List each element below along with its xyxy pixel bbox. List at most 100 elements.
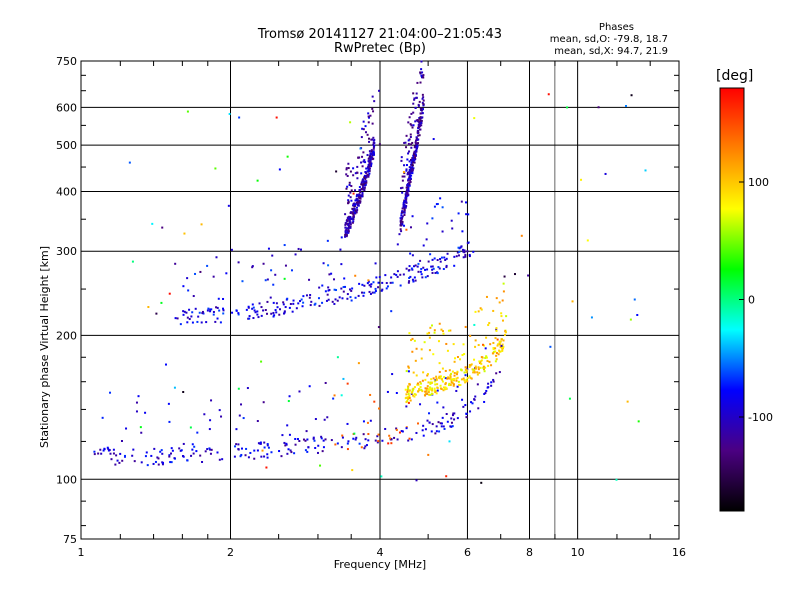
echo-point — [312, 437, 315, 440]
echo-point — [405, 267, 408, 270]
echo-point — [484, 347, 487, 350]
echo-point — [435, 425, 438, 428]
echo-point — [427, 260, 430, 263]
echo-point — [420, 119, 423, 122]
echo-point — [368, 167, 371, 170]
echo-point — [424, 428, 427, 431]
echo-point — [347, 199, 350, 202]
echo-point — [359, 191, 362, 194]
echo-point — [365, 444, 368, 447]
echo-point — [251, 307, 254, 310]
noise-point — [624, 104, 627, 107]
echo-point — [411, 170, 414, 173]
echo-point — [473, 358, 476, 361]
echo-point — [364, 125, 367, 128]
echo-point — [426, 419, 429, 422]
echo-point — [446, 349, 449, 352]
echo-point — [359, 197, 362, 200]
echo-point — [182, 310, 185, 313]
echo-point — [161, 463, 164, 466]
echo-point — [354, 199, 357, 202]
echo-point — [290, 269, 293, 272]
echo-point — [368, 162, 371, 165]
noise-point — [359, 147, 362, 150]
echo-point — [367, 115, 370, 118]
echo-point — [365, 175, 368, 178]
echo-point — [474, 395, 477, 398]
noise-point — [432, 138, 435, 141]
noise-point — [351, 469, 354, 472]
echo-point — [401, 211, 404, 214]
echo-point — [345, 168, 348, 171]
noise-point — [139, 426, 142, 429]
echo-point — [465, 371, 468, 374]
echo-point — [472, 371, 475, 374]
echo-point — [327, 298, 330, 301]
noise-point — [473, 117, 476, 120]
echo-point — [135, 401, 138, 404]
echo-point — [123, 454, 126, 457]
echo-point — [362, 151, 365, 154]
echo-point — [444, 377, 447, 380]
echo-point — [294, 443, 297, 446]
echo-point — [341, 297, 344, 300]
echo-point — [154, 460, 157, 463]
noise-point — [448, 440, 451, 443]
echo-point — [276, 306, 279, 309]
echo-point — [495, 358, 498, 361]
echo-point — [411, 254, 414, 257]
echo-point — [314, 418, 317, 421]
echo-point — [418, 134, 421, 137]
echo-point — [346, 222, 349, 225]
echo-point — [431, 217, 434, 220]
echo-point — [369, 157, 372, 160]
echo-point — [254, 311, 257, 314]
echo-point — [334, 443, 337, 446]
echo-point — [186, 277, 189, 280]
echo-point — [407, 366, 410, 369]
echo-point — [260, 314, 263, 317]
echo-point — [352, 437, 355, 440]
echo-point — [287, 448, 290, 451]
noise-point — [480, 481, 483, 484]
echo-point — [409, 399, 412, 402]
echo-point — [358, 197, 361, 200]
echo-point — [112, 452, 115, 455]
echo-point — [453, 412, 456, 415]
echo-point — [278, 308, 281, 311]
noise-point — [390, 310, 393, 313]
echo-point — [367, 160, 370, 163]
echo-point — [362, 294, 365, 297]
echo-point — [295, 307, 298, 310]
echo-point — [351, 217, 354, 220]
echo-point — [476, 373, 479, 376]
echo-point — [441, 416, 444, 419]
echo-point — [477, 366, 480, 369]
echo-point — [396, 275, 399, 278]
echo-point — [333, 394, 336, 397]
echo-point — [370, 138, 373, 141]
echo-point — [358, 193, 361, 196]
noise-point — [228, 112, 231, 115]
echo-point — [498, 343, 501, 346]
echo-point — [413, 265, 416, 268]
echo-point — [408, 396, 411, 399]
echo-point — [411, 268, 414, 271]
echo-point — [256, 313, 259, 316]
noise-point — [287, 400, 290, 403]
echo-point — [120, 440, 123, 443]
echo-point — [457, 380, 460, 383]
echo-point — [378, 276, 381, 279]
echo-point — [426, 275, 429, 278]
echo-point — [351, 287, 354, 290]
echo-point — [458, 250, 461, 253]
echo-point — [419, 403, 422, 406]
echo-point — [107, 449, 110, 452]
echo-point — [340, 236, 343, 239]
echo-point — [426, 332, 429, 335]
echo-point — [360, 161, 363, 164]
noise-point — [482, 343, 485, 346]
echo-point — [306, 450, 309, 453]
echo-point — [438, 362, 441, 365]
echo-point — [351, 211, 354, 214]
